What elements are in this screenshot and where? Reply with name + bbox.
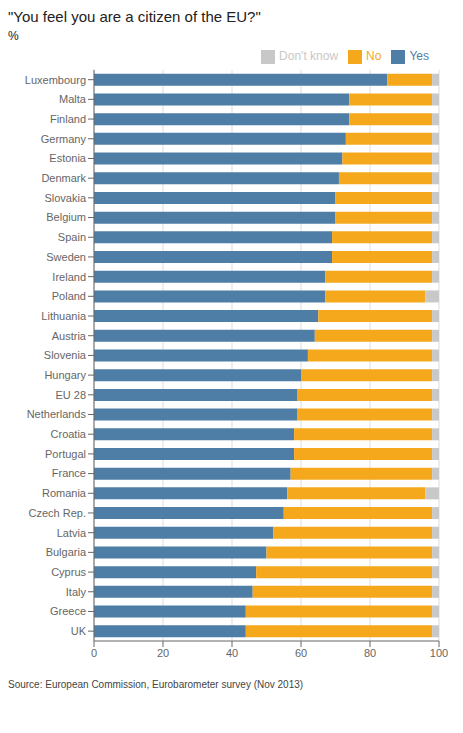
- svg-text:Italy: Italy: [66, 586, 87, 598]
- svg-text:80: 80: [364, 647, 376, 659]
- svg-text:Finland: Finland: [50, 113, 86, 125]
- svg-text:Estonia: Estonia: [49, 152, 87, 164]
- svg-text:60: 60: [295, 647, 307, 659]
- svg-text:0: 0: [91, 647, 97, 659]
- svg-text:Bulgaria: Bulgaria: [46, 546, 87, 558]
- svg-text:Ireland: Ireland: [52, 271, 86, 283]
- svg-text:Cyprus: Cyprus: [51, 566, 86, 578]
- html-text:"You feel you are a citizen of: "You feel you are a citizen of the EU?": [8, 8, 261, 25]
- svg-text:France: France: [52, 467, 86, 479]
- svg-text:Czech Rep.: Czech Rep.: [29, 507, 86, 519]
- svg-text:Greece: Greece: [50, 605, 86, 617]
- svg-text:100: 100: [430, 647, 448, 659]
- html-text:Don't know: Don't know: [279, 49, 339, 63]
- svg-text:Austria: Austria: [52, 330, 87, 342]
- svg-text:Spain: Spain: [58, 231, 86, 243]
- svg-text:Romania: Romania: [42, 487, 87, 499]
- svg-text:Belgium: Belgium: [46, 211, 86, 223]
- svg-text:Malta: Malta: [59, 93, 87, 105]
- svg-text:40: 40: [226, 647, 238, 659]
- svg-text:Lithuania: Lithuania: [41, 310, 87, 322]
- svg-text:Denmark: Denmark: [41, 172, 86, 184]
- html-text:Yes: Yes: [409, 49, 429, 63]
- svg-text:Netherlands: Netherlands: [27, 408, 87, 420]
- svg-text:Slovenia: Slovenia: [44, 349, 87, 361]
- svg-text:20: 20: [157, 647, 169, 659]
- svg-text:EU 28: EU 28: [55, 389, 86, 401]
- svg-text:Hungary: Hungary: [44, 369, 86, 381]
- svg-text:Croatia: Croatia: [51, 428, 87, 440]
- svg-text:Latvia: Latvia: [57, 527, 87, 539]
- html-text:No: No: [366, 49, 382, 63]
- svg-text:Slovakia: Slovakia: [44, 192, 86, 204]
- svg-text:Germany: Germany: [41, 133, 87, 145]
- svg-text:Poland: Poland: [52, 290, 86, 302]
- html-text:Source: European Commission, E: Source: European Commission, Eurobaromet…: [8, 679, 304, 690]
- svg-text:Sweden: Sweden: [46, 251, 86, 263]
- svg-text:Luxembourg: Luxembourg: [25, 74, 86, 86]
- svg-text:UK: UK: [71, 625, 87, 637]
- svg-text:Portugal: Portugal: [45, 448, 86, 460]
